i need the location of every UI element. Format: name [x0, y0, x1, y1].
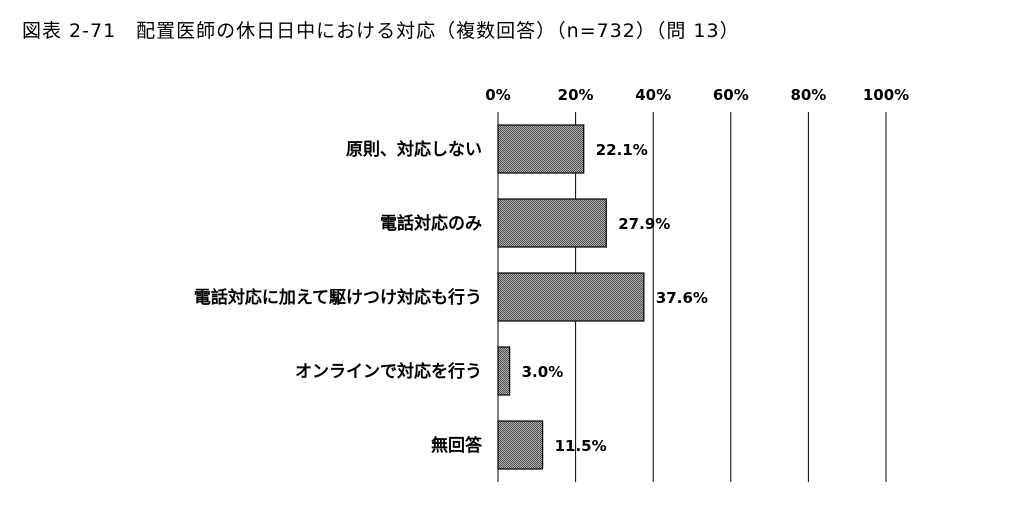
value-label-1: 27.9%: [618, 215, 670, 233]
category-label-0: 原則、対応しない: [346, 139, 482, 160]
category-label-2: 電話対応に加えて駆けつけ対応も行う: [194, 287, 482, 308]
value-labels: 22.1% 27.9% 37.6% 3.0% 11.5%: [522, 141, 708, 455]
x-tick-label-0: 0%: [485, 86, 510, 104]
value-label-0: 22.1%: [596, 141, 648, 159]
x-axis: 0% 20% 40% 60% 80% 100%: [485, 86, 909, 104]
bar-3: [497, 346, 511, 396]
category-label-1: 電話対応のみ: [380, 213, 482, 234]
bars: [497, 124, 645, 470]
x-tick-label-80: 80%: [790, 86, 826, 104]
category-labels: 原則、対応しない電話対応のみ電話対応に加えて駆けつけ対応も行うオンラインで対応を…: [194, 139, 483, 456]
bar-2: [497, 272, 645, 322]
value-label-2: 37.6%: [656, 289, 708, 307]
x-tick-label-100: 100%: [863, 86, 909, 104]
x-tick-label-60: 60%: [713, 86, 749, 104]
value-label-3: 3.0%: [522, 363, 564, 381]
category-label-3: オンラインで対応を行う: [295, 361, 482, 382]
value-label-4: 11.5%: [555, 437, 607, 455]
bar-1: [497, 198, 607, 248]
bar-4: [497, 420, 544, 470]
x-tick-label-40: 40%: [635, 86, 671, 104]
bar-0: [497, 124, 585, 174]
x-tick-label-20: 20%: [558, 86, 594, 104]
chart-title: 図表 2-71 配置医師の休日日中における対応（複数回答）（n=732）（問 1…: [22, 20, 740, 42]
category-label-4: 無回答: [431, 435, 483, 456]
